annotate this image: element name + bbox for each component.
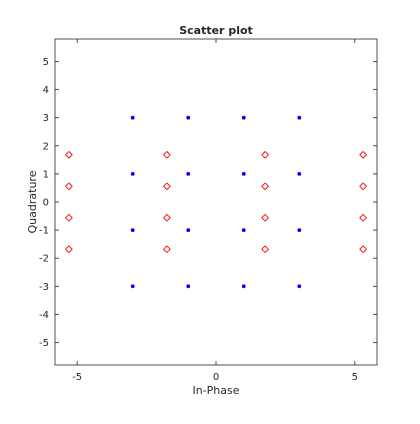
data-point-diamond xyxy=(64,182,73,191)
tick-layer: -5 0 5 -5 -4 -3 -2 -1 0 1 2 3 4 5 xyxy=(39,39,377,383)
y-tick-label: 0 xyxy=(43,198,49,209)
data-point-diamond xyxy=(359,245,368,254)
y-tick-label: -2 xyxy=(39,254,49,265)
data-point-dot xyxy=(130,115,135,120)
data-point-dot xyxy=(241,115,246,120)
data-point-diamond xyxy=(261,182,270,191)
data-point-dot xyxy=(130,284,135,289)
data-point-dot xyxy=(186,171,191,176)
data-point-dot xyxy=(186,228,191,233)
data-point-diamond xyxy=(261,245,270,254)
data-point-dot xyxy=(186,284,191,289)
chart-title: Scatter plot xyxy=(179,24,253,37)
x-tick-label: -5 xyxy=(72,372,82,383)
data-point-dot xyxy=(297,171,302,176)
data-point-diamond xyxy=(162,182,171,191)
y-tick-label: -4 xyxy=(39,310,49,321)
x-tick-label: 0 xyxy=(213,372,219,383)
data-point-diamond xyxy=(261,150,270,159)
data-point-diamond xyxy=(162,213,171,222)
y-tick-label: -3 xyxy=(39,282,49,293)
data-point-dot xyxy=(297,228,302,233)
data-point-diamond xyxy=(162,245,171,254)
data-point-diamond xyxy=(64,213,73,222)
data-point-diamond xyxy=(359,182,368,191)
y-tick-label: 2 xyxy=(43,141,49,152)
data-point-diamond xyxy=(359,213,368,222)
data-point-dot xyxy=(297,284,302,289)
plot-frame xyxy=(54,38,378,366)
x-tick-label: 5 xyxy=(352,372,358,383)
data-point-diamond xyxy=(64,150,73,159)
x-axis-label: In-Phase xyxy=(192,384,239,397)
data-point-dot xyxy=(241,171,246,176)
y-tick-label: 3 xyxy=(43,113,49,124)
y-tick-label: 5 xyxy=(43,57,49,68)
points-layer xyxy=(64,115,368,289)
data-point-dot xyxy=(130,228,135,233)
y-tick-label: 1 xyxy=(43,169,49,180)
data-point-dot xyxy=(241,228,246,233)
data-point-dot xyxy=(241,284,246,289)
data-point-diamond xyxy=(261,213,270,222)
y-axis-label: Quadrature xyxy=(26,170,39,233)
y-tick-label: 4 xyxy=(43,85,49,96)
data-point-dot xyxy=(297,115,302,120)
data-point-diamond xyxy=(64,245,73,254)
y-tick-label: -1 xyxy=(39,226,49,237)
data-point-diamond xyxy=(359,150,368,159)
data-point-dot xyxy=(186,115,191,120)
data-point-diamond xyxy=(162,150,171,159)
y-tick-label: -5 xyxy=(39,338,49,349)
data-point-dot xyxy=(130,171,135,176)
